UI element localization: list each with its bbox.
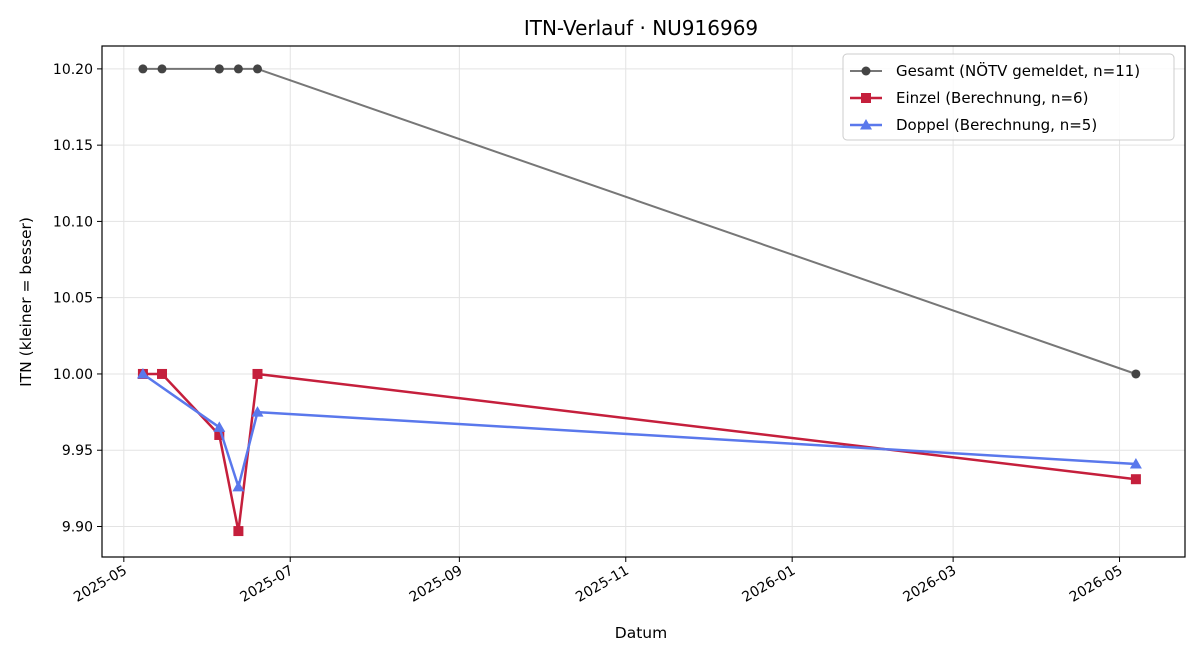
- legend-label: Doppel (Berechnung, n=5): [896, 116, 1097, 134]
- series-layer: [136, 64, 1142, 537]
- data-point: [213, 421, 226, 432]
- data-point: [214, 429, 225, 440]
- y-tick-label: 9.95: [62, 443, 93, 459]
- data-point: [157, 64, 167, 74]
- data-point: [251, 406, 264, 417]
- legend-marker: [861, 66, 871, 76]
- plot-frame: [101, 45, 1186, 558]
- legend-label: Gesamt (NÖTV gemeldet, n=11): [896, 61, 1140, 80]
- series-3: [136, 367, 1142, 492]
- data-point: [1129, 457, 1142, 469]
- data-point: [138, 64, 148, 74]
- data-point: [252, 64, 262, 74]
- legend-item: Einzel (Berechnung, n=6): [850, 89, 1088, 107]
- x-axis-label: Datum: [615, 624, 667, 642]
- y-tick-label: 10.15: [53, 138, 93, 154]
- data-point: [136, 367, 149, 379]
- data-point: [1131, 369, 1141, 379]
- y-tick-label: 10.05: [53, 291, 93, 307]
- y-tick-label: 10.00: [53, 367, 93, 383]
- y-axis-label: ITN (kleiner = besser): [17, 217, 35, 387]
- legend-item: Doppel (Berechnung, n=5): [850, 116, 1097, 134]
- data-point: [157, 368, 168, 379]
- data-point: [233, 526, 244, 537]
- data-point: [1130, 474, 1141, 485]
- y-tick-label: 10.10: [53, 214, 93, 230]
- data-point: [232, 480, 245, 492]
- legend-label: Einzel (Berechnung, n=6): [896, 89, 1088, 107]
- data-point: [252, 368, 263, 379]
- y-tick-label: 9.90: [62, 519, 93, 535]
- legend-marker: [861, 93, 871, 103]
- y-tick-label: 10.20: [53, 62, 93, 78]
- chart-title: ITN-Verlauf · NU916969: [524, 16, 758, 40]
- grid: [102, 46, 1185, 557]
- legend-marker: [860, 119, 872, 130]
- series-1: [138, 64, 1141, 379]
- legend: Gesamt (NÖTV gemeldet, n=11) Einzel (Bere…: [842, 53, 1175, 141]
- legend-item: Gesamt (NÖTV gemeldet, n=11): [850, 61, 1140, 80]
- data-point: [233, 64, 243, 74]
- data-point: [214, 64, 224, 74]
